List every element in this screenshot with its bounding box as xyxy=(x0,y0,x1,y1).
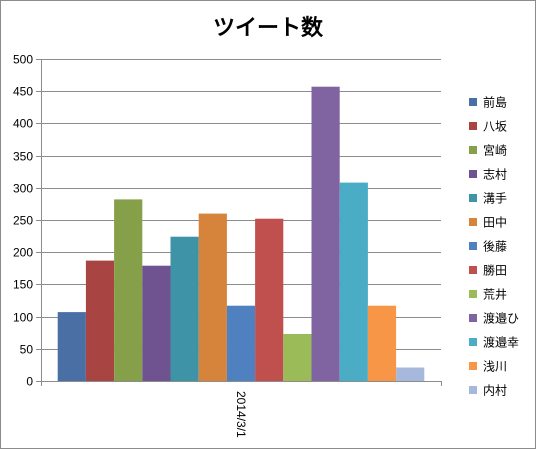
legend-label: 荒井 xyxy=(483,288,507,302)
bar-荒井 xyxy=(283,334,312,381)
y-tick-label: 200 xyxy=(13,246,33,260)
legend-swatch-溝手 xyxy=(469,194,477,202)
legend-swatch-荒井 xyxy=(469,290,477,298)
y-tick-label: 0 xyxy=(26,375,33,389)
legend-swatch-八坂 xyxy=(469,122,477,130)
bar-八坂 xyxy=(85,260,115,381)
chart-title: ツイート数 xyxy=(213,15,324,41)
y-tick-label: 300 xyxy=(13,182,33,196)
y-tick-label: 50 xyxy=(20,343,34,357)
legend-swatch-渡邉ひ xyxy=(469,314,477,322)
bar-溝手 xyxy=(170,236,199,381)
bar-田中 xyxy=(198,213,227,381)
bars xyxy=(57,86,425,381)
x-category-label: 2014/3/1 xyxy=(234,391,248,438)
legend-label: 溝手 xyxy=(483,192,507,206)
legend-swatch-田中 xyxy=(469,218,477,226)
legend-swatch-宮崎 xyxy=(469,146,477,154)
bar-前島 xyxy=(57,312,86,381)
legend-swatch-内村 xyxy=(469,386,477,394)
y-tick-label: 150 xyxy=(13,278,33,292)
legend-label: 志村 xyxy=(483,168,507,182)
legend-swatch-志村 xyxy=(469,170,477,178)
bar-勝田 xyxy=(255,218,284,381)
legend-label: 後藤 xyxy=(483,240,507,254)
bar-宮崎 xyxy=(114,199,143,381)
x-axis-labels: 2014/3/1 xyxy=(234,391,248,438)
legend-label: 渡邉幸 xyxy=(483,335,519,350)
y-tick-label: 450 xyxy=(13,85,33,99)
y-axis-ticks: 0 50 100 150 200 250 300 350 400 450 500 xyxy=(13,53,41,389)
y-tick-label: 100 xyxy=(13,311,33,325)
y-tick-label: 400 xyxy=(13,117,33,131)
bar-後藤 xyxy=(226,305,256,381)
legend-swatch-後藤 xyxy=(469,242,477,250)
y-tick-label: 250 xyxy=(13,214,33,228)
y-tick-label: 500 xyxy=(13,53,33,67)
legend-label: 浅川 xyxy=(483,360,507,374)
legend-label: 前島 xyxy=(483,95,507,110)
legend-label: 宮崎 xyxy=(483,143,507,158)
legend-swatch-勝田 xyxy=(469,266,477,274)
bar-志村 xyxy=(142,265,171,381)
legend-swatch-前島 xyxy=(469,98,477,106)
bar-渡邉幸 xyxy=(339,182,368,381)
bar-渡邉ひ xyxy=(311,86,340,381)
legend-label: 八坂 xyxy=(483,120,507,134)
legend-label: 渡邉ひ xyxy=(483,311,519,326)
legend-swatch-渡邉幸 xyxy=(469,338,477,346)
legend-label: 田中 xyxy=(483,215,507,230)
y-tick-label: 350 xyxy=(13,150,33,164)
legend-label: 勝田 xyxy=(483,263,507,278)
bar-内村 xyxy=(396,367,425,381)
legend-label: 内村 xyxy=(483,384,507,398)
legend-swatch-浅川 xyxy=(469,362,477,370)
axes xyxy=(41,59,442,386)
bar-浅川 xyxy=(367,305,397,381)
